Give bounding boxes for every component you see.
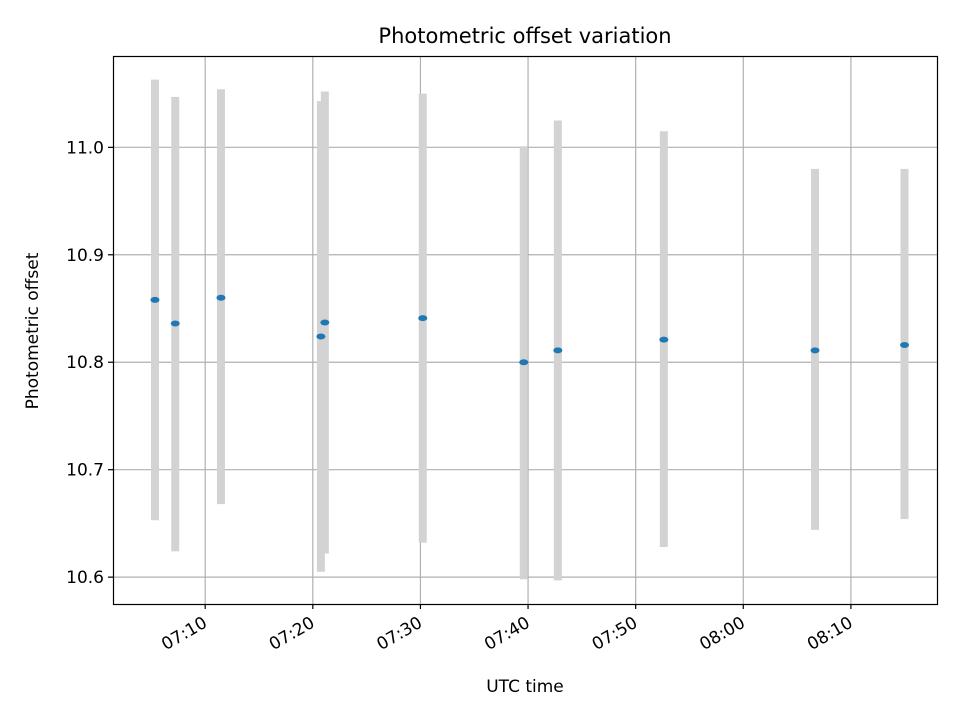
data-point — [216, 294, 226, 301]
data-point — [316, 333, 326, 340]
data-point — [810, 347, 820, 354]
data-point — [418, 315, 428, 322]
data-point — [170, 320, 180, 327]
data-point — [150, 296, 160, 303]
y-tick-label: 10.9 — [66, 246, 104, 266]
y-tick-label: 11.0 — [66, 138, 104, 158]
y-tick-label: 10.6 — [66, 568, 104, 588]
y-axis-label: Photometric offset — [23, 252, 43, 409]
y-tick-label: 10.8 — [66, 353, 104, 373]
y-tick-label: 10.7 — [66, 461, 104, 481]
plot-frame — [112, 55, 939, 606]
data-point — [900, 342, 910, 349]
chart-title: Photometric offset variation — [378, 24, 671, 48]
data-point — [553, 347, 563, 354]
x-axis-label: UTC time — [486, 677, 564, 697]
data-point — [659, 336, 669, 343]
data-points — [150, 294, 910, 366]
data-point — [320, 319, 330, 326]
data-point — [519, 359, 529, 366]
